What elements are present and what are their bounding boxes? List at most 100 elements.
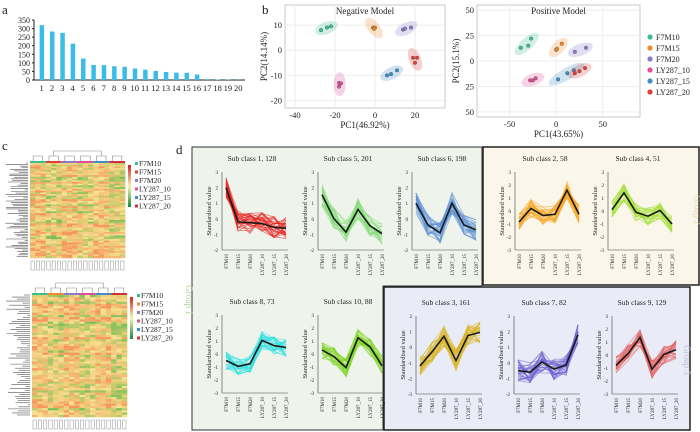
- heatmap-cell: [103, 192, 110, 195]
- heatmap-cell: [105, 323, 112, 327]
- heatmap-cell: [95, 343, 101, 347]
- heatmap-cell: [121, 392, 128, 396]
- mean-profile-line: [225, 339, 287, 368]
- heatmap-cell: [100, 326, 107, 329]
- heatmap-cell: [103, 242, 110, 245]
- heatmap-cell: [116, 379, 123, 382]
- heatmap-cell: [51, 245, 57, 248]
- heatmap-cell: [30, 221, 36, 224]
- heatmap-cell: [53, 390, 59, 393]
- heatmap-cell: [98, 230, 105, 233]
- heatmap-cell: [45, 223, 52, 226]
- heatmap-cell: [63, 299, 70, 302]
- heatmap-cell: [53, 372, 59, 376]
- heatmap-cell: [77, 223, 84, 226]
- heatmap-cell: [79, 326, 86, 329]
- heatmap-cell: [79, 365, 86, 369]
- y-tick-label: -2: [506, 393, 511, 398]
- heatmap-cell: [98, 204, 105, 207]
- heatmap-cell: [116, 368, 123, 371]
- heatmap-cell: [105, 374, 112, 378]
- heatmap-cell: [61, 242, 68, 245]
- x-tick-label: F7M15: [529, 398, 534, 413]
- heatmap-cell: [61, 244, 68, 247]
- heatmap-cell: [98, 188, 105, 191]
- heatmap-cell: [88, 242, 94, 245]
- heatmap-cell: [61, 183, 68, 186]
- heatmap-cell: [121, 403, 128, 407]
- heatmap-cell: [53, 310, 59, 314]
- heatmap-cell: [72, 242, 78, 245]
- heatmap-cell: [114, 218, 121, 221]
- heatmap-cell: [100, 397, 107, 400]
- heatmap-cell: [119, 183, 126, 186]
- heatmap-cell: [116, 392, 123, 396]
- heatmap-cell: [47, 405, 54, 409]
- heatmap-cell: [88, 221, 94, 224]
- heatmap-cell: [58, 339, 64, 342]
- heatmap-cell: [93, 214, 99, 217]
- y-axis-label: Standardised value: [499, 186, 506, 235]
- heatmap-cell: [103, 201, 110, 204]
- heatmap-cell: [68, 354, 75, 358]
- heatmap-cell: [119, 185, 126, 188]
- heatmap-cell: [111, 303, 117, 307]
- heatmap-cell: [40, 185, 47, 188]
- heatmap-cell: [109, 204, 115, 207]
- heatmap-cell: [88, 256, 94, 259]
- heatmap-cell: [90, 399, 96, 402]
- heatmap-cell: [90, 403, 96, 407]
- heatmap-cell: [105, 330, 112, 334]
- heatmap-cell: [98, 237, 105, 240]
- heatmap-cell: [42, 385, 49, 389]
- heatmap-cell: [109, 164, 115, 167]
- x-tick-label: 50: [598, 119, 607, 129]
- heatmap-cell: [114, 204, 121, 207]
- heatmap-cell: [82, 233, 89, 236]
- heatmap-cell: [68, 372, 75, 376]
- heatmap-cell: [119, 182, 126, 185]
- data-point: [339, 81, 343, 86]
- heatmap-cell: [103, 221, 110, 224]
- heatmap-cell: [79, 377, 86, 380]
- heatmap-cell: [88, 175, 94, 178]
- heatmap-cell: [32, 339, 38, 342]
- y-tick-label: 10: [274, 20, 283, 30]
- heatmap-cell: [35, 175, 41, 178]
- heatmap-cell: [116, 383, 123, 387]
- heatmap-cell: [63, 394, 70, 398]
- member-profile-line: [518, 195, 580, 228]
- heatmap-cell: [61, 226, 68, 229]
- heatmap-cell: [30, 209, 36, 212]
- y-axis-label: Standardised value: [206, 329, 213, 378]
- heatmap-cell: [66, 230, 73, 233]
- heatmap-cell: [95, 381, 101, 385]
- heatmap-cell: [61, 163, 68, 166]
- heatmap-cell: [66, 168, 73, 171]
- heatmap-cell: [103, 166, 110, 169]
- heatmap-cell: [74, 410, 80, 413]
- heatmap-cell: [84, 383, 91, 387]
- heatmap-cell: [74, 377, 80, 380]
- heatmap-cell: [98, 211, 105, 214]
- heatmap-cell: [119, 239, 126, 242]
- legend-marker: [135, 196, 138, 199]
- heatmap-cell: [74, 321, 80, 325]
- column-label: [64, 419, 69, 430]
- heatmap-cell: [74, 392, 80, 396]
- heatmap-cell: [109, 190, 115, 193]
- column-label: [62, 260, 67, 271]
- heatmap-cell: [74, 312, 80, 316]
- heatmap-cell: [42, 346, 49, 349]
- heatmap-cell: [53, 379, 59, 382]
- heatmap-cell: [88, 237, 94, 240]
- heatmap-cell: [79, 297, 86, 300]
- heatmap-cell: [82, 251, 89, 254]
- heatmap-cell: [93, 168, 99, 171]
- heatmap-cell: [93, 164, 99, 167]
- x-tick-label: F7M20: [249, 397, 254, 412]
- cluster-title: Sub class 7, 82: [522, 298, 567, 307]
- heatmap-cell: [37, 357, 43, 360]
- heatmap-cell: [116, 321, 123, 325]
- x-tick-label: LY287_10: [451, 254, 456, 276]
